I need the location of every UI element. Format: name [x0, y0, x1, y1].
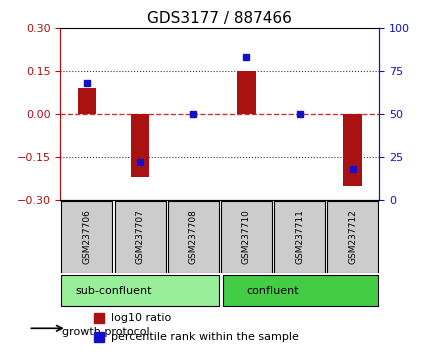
Text: growth protocol: growth protocol — [62, 327, 149, 337]
FancyBboxPatch shape — [114, 201, 165, 273]
Bar — [130, 114, 149, 177]
Bar — [237, 71, 255, 114]
Bar — [77, 88, 96, 114]
Text: percentile rank within the sample: percentile rank within the sample — [111, 332, 298, 342]
Text: GSM237706: GSM237706 — [82, 209, 91, 264]
Text: GSM237708: GSM237708 — [188, 209, 197, 264]
Text: GSM237710: GSM237710 — [241, 209, 250, 264]
Text: confluent: confluent — [246, 286, 298, 296]
FancyBboxPatch shape — [222, 275, 378, 306]
FancyBboxPatch shape — [61, 201, 112, 273]
FancyBboxPatch shape — [220, 201, 271, 273]
Text: sub-confluent: sub-confluent — [75, 286, 151, 296]
FancyBboxPatch shape — [61, 275, 218, 306]
Bar — [343, 114, 361, 185]
Text: GSM237712: GSM237712 — [347, 209, 356, 264]
Text: GSM237711: GSM237711 — [295, 209, 303, 264]
Text: GSM237707: GSM237707 — [135, 209, 144, 264]
Title: GDS3177 / 887466: GDS3177 / 887466 — [147, 11, 292, 26]
FancyBboxPatch shape — [273, 201, 324, 273]
FancyBboxPatch shape — [167, 201, 218, 273]
Text: log10 ratio: log10 ratio — [111, 313, 171, 322]
FancyBboxPatch shape — [326, 201, 378, 273]
